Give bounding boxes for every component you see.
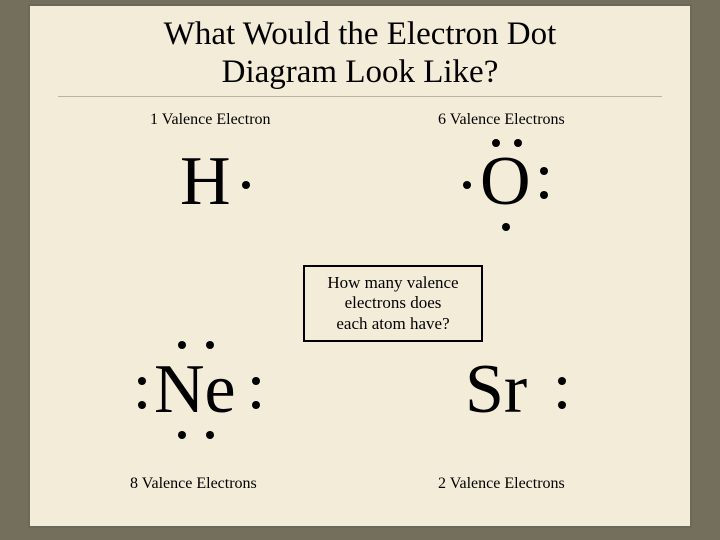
atom-sr: Sr xyxy=(465,355,527,425)
dot-o-top-2 xyxy=(514,139,522,147)
dot-ne-right-2 xyxy=(252,401,260,409)
qbox-line-3: each atom have? xyxy=(336,314,449,333)
diagram-area: 1 Valence Electron H 6 Valence Electrons… xyxy=(30,105,690,535)
title-rule xyxy=(58,96,662,97)
slide: What Would the Electron Dot Diagram Look… xyxy=(28,4,692,528)
caption-sr: 2 Valence Electrons xyxy=(438,475,565,493)
caption-o: 6 Valence Electrons xyxy=(438,111,565,129)
dot-ne-right-1 xyxy=(252,377,260,385)
dot-o-top-1 xyxy=(492,139,500,147)
qbox-line-1: How many valence xyxy=(327,273,458,292)
dot-ne-left-1 xyxy=(138,377,146,385)
caption-h: 1 Valence Electron xyxy=(150,111,271,129)
caption-ne: 8 Valence Electrons xyxy=(130,475,257,493)
title-line-1: What Would the Electron Dot xyxy=(164,16,557,52)
page-title: What Would the Electron Dot Diagram Look… xyxy=(58,16,662,92)
dot-o-right-1 xyxy=(540,167,548,175)
dot-o-right-2 xyxy=(540,191,548,199)
dot-ne-bottom-2 xyxy=(206,431,214,439)
atom-ne: Ne xyxy=(154,355,236,425)
dot-sr-right-1 xyxy=(558,377,566,385)
dot-ne-top-1 xyxy=(178,341,186,349)
atom-h: H xyxy=(180,147,231,217)
dot-o-left-1 xyxy=(463,181,471,189)
dot-sr-right-2 xyxy=(558,401,566,409)
question-box: How many valence electrons does each ato… xyxy=(303,265,483,342)
dot-ne-top-2 xyxy=(206,341,214,349)
title-line-2: Diagram Look Like? xyxy=(222,54,499,90)
dot-o-bottom-1 xyxy=(502,223,510,231)
qbox-line-2: electrons does xyxy=(345,293,442,312)
dot-h-1 xyxy=(242,181,250,189)
atom-o: O xyxy=(480,147,531,217)
dot-ne-bottom-1 xyxy=(178,431,186,439)
dot-ne-left-2 xyxy=(138,401,146,409)
